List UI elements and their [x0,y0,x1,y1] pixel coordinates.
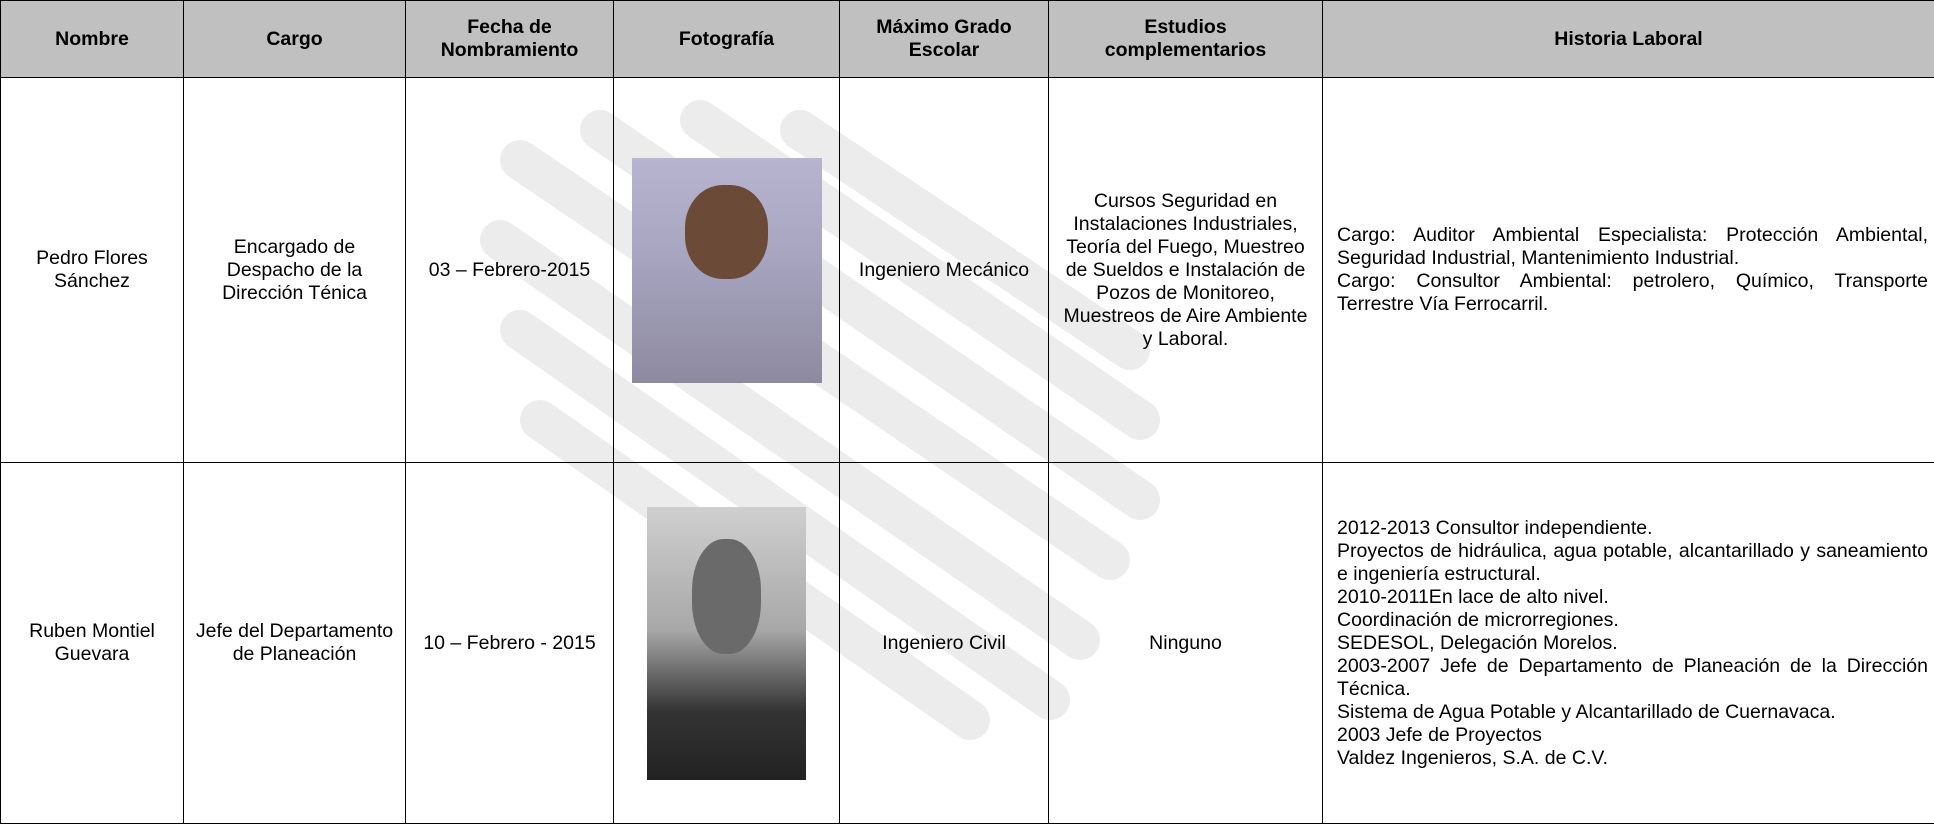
historia-line: 2003 Jefe de Proyectos [1337,723,1542,746]
historia-line: 2003-2007 Jefe de Departamento de Planea… [1337,654,1928,700]
column-header: Máximo Grado Escolar [839,0,1049,78]
historia-line: Cargo: Consultor Ambiental: petrolero, Q… [1337,270,1928,315]
photo [631,157,822,383]
historia-line: 2012-2013 Consultor independiente. [1337,516,1653,539]
photo-face [691,539,762,654]
historia-line: 2010-2011En lace de alto nivel. [1337,585,1609,608]
column-header: Estudios complementarios [1048,0,1323,78]
grado-cell: Ingeniero Civil [839,462,1049,824]
historia-cell: 2012-2013 Consultor independiente. Proyec… [1322,462,1934,824]
historia-cell: Cargo: Auditor Ambiental Especialista: P… [1322,77,1934,463]
historia-line: Coordinación de microrregiones. [1337,608,1619,631]
cargo-cell: Encargado de Despacho de la Dirección Té… [183,77,406,463]
photo-cell [613,462,840,824]
cargo-cell: Jefe del Departamento de Planeación [183,462,406,824]
nombre-cell: Ruben Montiel Guevara [0,462,184,824]
column-header: Nombre [0,0,184,78]
historia-line: Proyectos de hidráulica, agua potable, a… [1337,539,1928,585]
historia-line: Cargo: Auditor Ambiental Especialista: P… [1337,224,1928,269]
column-header: Historia Laboral [1322,0,1934,78]
historia-line: Valdez Ingenieros, S.A. de C.V. [1337,746,1609,769]
estudios-cell: Cursos Seguridad en Instalaciones Indust… [1048,77,1323,463]
photo-cell [613,77,840,463]
nombre-cell: Pedro Flores Sánchez [0,77,184,463]
photo [647,506,806,780]
grado-cell: Ingeniero Mecánico [839,77,1049,463]
historia-line: Sistema de Agua Potable y Alcantarillado… [1337,700,1836,723]
fecha-cell: 10 – Febrero - 2015 [405,462,614,824]
column-header: Fotografía [613,0,840,78]
estudios-cell: Ninguno [1048,462,1323,824]
column-header: Cargo [183,0,406,78]
table-row: Ruben Montiel Guevara Jefe del Departamen… [0,462,1934,824]
photo-face [684,184,769,279]
table-row: Pedro Flores Sánchez Encargado de Despach… [0,77,1934,463]
column-header: Fecha de Nombramiento [405,0,614,78]
fecha-cell: 03 – Febrero-2015 [405,77,614,463]
historia-line: SEDESOL, Delegación Morelos. [1337,631,1618,654]
